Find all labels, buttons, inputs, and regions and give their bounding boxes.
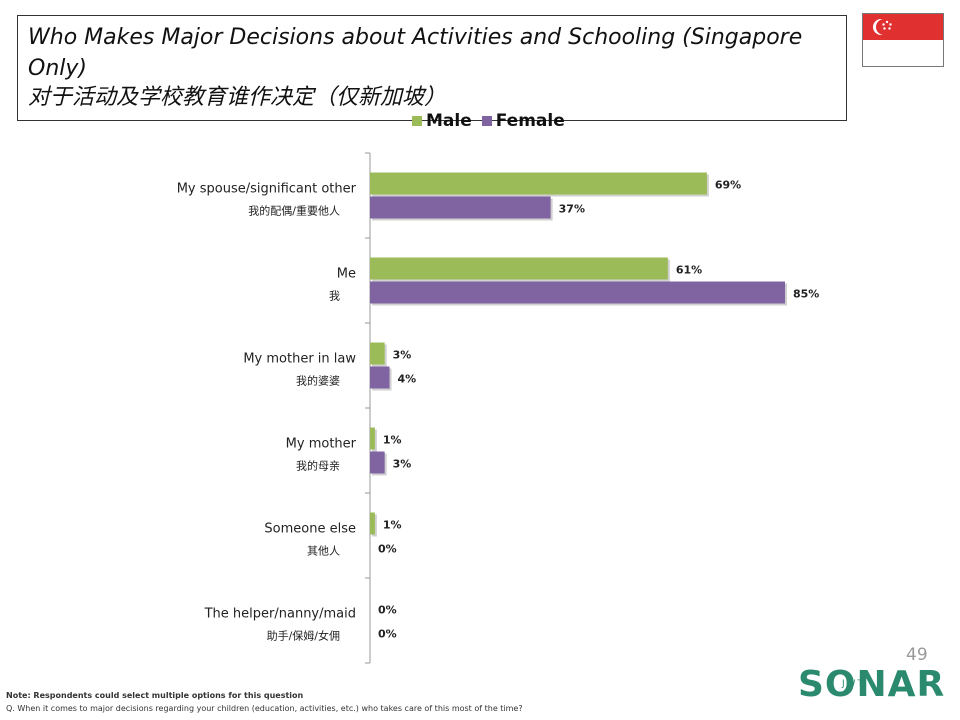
title-box: Who Makes Major Decisions about Activiti… (17, 15, 847, 121)
bar-male (370, 172, 707, 195)
legend-label-female: Female (495, 111, 565, 131)
data-label-female: 3% (393, 458, 412, 471)
bar-female (370, 451, 385, 474)
category-label-chinese: 助手/保姆/女佣 (267, 629, 340, 643)
data-label-female: 4% (398, 373, 417, 386)
bar-female (370, 281, 785, 304)
category-label-chinese: 我的配偶/重要他人 (248, 204, 340, 218)
page-title: Who Makes Major Decisions about Activiti… (28, 25, 803, 81)
bar-male (370, 427, 375, 450)
data-label-male: 1% (383, 434, 402, 447)
data-label-male: 3% (393, 349, 412, 362)
category-label: My spouse/significant other (177, 182, 357, 197)
bar-male (370, 257, 668, 280)
bar-female (370, 196, 551, 219)
footnote: Note: Respondents could select multiple … (6, 689, 523, 715)
logo-sub: JWT (842, 679, 866, 689)
footnote-question: Q. When it comes to major decisions rega… (6, 704, 523, 713)
legend-swatch-male (412, 116, 422, 126)
category-label-chinese: 我 (329, 290, 340, 303)
category-label-chinese: 其他人 (307, 545, 340, 558)
data-label-female: 0% (378, 543, 397, 556)
data-label-male: 61% (676, 264, 702, 277)
data-label-male: 69% (715, 179, 741, 192)
footnote-note: Note: Respondents could select multiple … (6, 691, 304, 700)
logo-text: SONAR (798, 664, 946, 705)
data-label-male: 1% (383, 519, 402, 532)
category-label: My mother (286, 437, 357, 452)
bar-female (370, 366, 390, 389)
data-label-female: 37% (559, 203, 585, 216)
category-label: Someone else (264, 522, 356, 537)
legend-item-female: Female (481, 111, 565, 131)
category-label-chinese: 我的婆婆 (296, 374, 340, 388)
bar-male (370, 342, 385, 365)
category-label: My mother in law (243, 352, 356, 367)
data-label-male: 0% (378, 604, 397, 617)
category-label: The helper/nanny/maid (204, 607, 356, 622)
legend-label-male: Male (426, 111, 472, 131)
category-label: Me (337, 267, 356, 282)
bar-male (370, 512, 375, 535)
legend-swatch-female (481, 116, 492, 126)
legend-item-male: Male (412, 111, 472, 131)
page-number: 49 (906, 645, 928, 665)
data-label-female: 0% (378, 628, 397, 641)
chart-legend: Male Female (412, 111, 565, 131)
category-label-chinese: 我的母亲 (296, 459, 340, 473)
singapore-flag-icon (862, 13, 944, 67)
page-title-chinese: 对于活动及学校教育谁作决定（仅新加坡） (28, 85, 447, 110)
data-label-female: 85% (793, 288, 819, 301)
sonar-logo: SONAR JWT (798, 664, 944, 706)
